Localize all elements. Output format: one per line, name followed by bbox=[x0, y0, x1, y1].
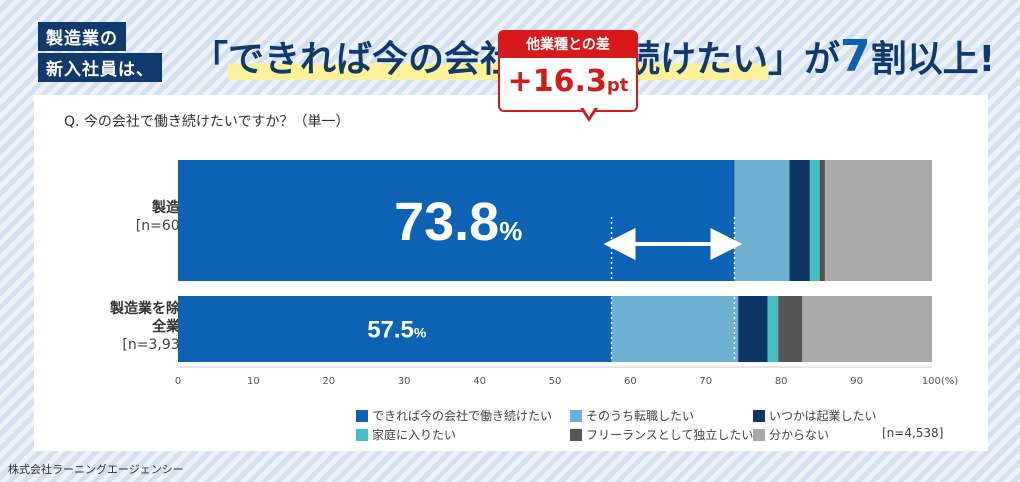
bar-segment-0-0 bbox=[178, 160, 735, 281]
callout-pointer-inner bbox=[583, 107, 595, 117]
x-tick-label-5: 50 bbox=[548, 376, 562, 387]
category-name-line1: 製造業を除く bbox=[110, 301, 194, 317]
headline-open: 「 bbox=[192, 39, 229, 80]
difference-callout: 他業種との差 +16.3pt bbox=[498, 30, 638, 112]
x-tick-label-10: 100(%) bbox=[921, 376, 959, 387]
bar-segment-0-3 bbox=[809, 160, 820, 281]
x-tick-label-3: 30 bbox=[397, 376, 411, 387]
x-tick-label-6: 60 bbox=[624, 376, 637, 387]
callout-number: +16.3 bbox=[507, 64, 607, 99]
legend-swatch bbox=[753, 428, 765, 441]
legend-swatch bbox=[753, 409, 765, 422]
data-label-0: 73.8% bbox=[394, 192, 522, 252]
bar-segment-1-5 bbox=[802, 296, 932, 362]
legend-swatch bbox=[570, 428, 582, 441]
legend-swatch bbox=[356, 428, 368, 441]
source-credit: 株式会社ラーニングエージェンシー bbox=[8, 463, 184, 476]
headline-tail: 割以上! bbox=[870, 39, 996, 80]
bar-segment-0-5 bbox=[824, 160, 932, 281]
x-tick-label-1: 10 bbox=[247, 376, 260, 387]
legend-swatch bbox=[356, 409, 368, 422]
legend-label: いつかは起業したい bbox=[769, 409, 877, 423]
bar-segment-1-0 bbox=[178, 296, 612, 362]
bar-segment-1-3 bbox=[767, 296, 779, 362]
stacked-bar-chart: 73.8% 57.5% bbox=[178, 160, 932, 368]
data-label-1: 57.5% bbox=[367, 317, 427, 344]
callout-unit: pt bbox=[606, 75, 629, 96]
category-n: [n=3,938] bbox=[122, 337, 194, 353]
legend-item-1: そのうち転職したい bbox=[570, 407, 694, 424]
callout-value: +16.3pt bbox=[500, 58, 636, 110]
bar-segment-1-2 bbox=[738, 296, 768, 362]
bar-segment-0-4 bbox=[819, 160, 825, 281]
x-tick-label-8: 80 bbox=[774, 376, 788, 387]
legend-label: 分からない bbox=[769, 428, 830, 442]
legend-label: できれば今の会社で働き続けたい bbox=[372, 409, 553, 423]
callout-title: 他業種との差 bbox=[500, 32, 636, 58]
x-tick-label-9: 90 bbox=[850, 376, 863, 387]
bar-segment-0-1 bbox=[734, 160, 790, 281]
x-tick-label-7: 70 bbox=[699, 376, 713, 387]
legend-swatch bbox=[570, 409, 582, 422]
x-tick-label-2: 20 bbox=[322, 376, 336, 387]
bar-segment-1-4 bbox=[778, 296, 803, 362]
header-tag-line2: 新入社員は、 bbox=[38, 53, 162, 82]
legend-label: フリーランスとして独立したい bbox=[586, 428, 754, 442]
legend-item-0: できれば今の会社で働き続けたい bbox=[356, 407, 552, 424]
legend-item-2: いつかは起業したい bbox=[753, 407, 877, 424]
legend-item-3: 家庭に入りたい bbox=[356, 426, 456, 443]
x-tick-label-0: 0 bbox=[174, 376, 182, 387]
legend-label: そのうち転職したい bbox=[586, 409, 695, 423]
headline-number: 7 bbox=[840, 31, 871, 82]
headline-close: 」が bbox=[768, 39, 841, 80]
chart-title: Q. 今の会社で働き続けたいですか？（単一） bbox=[64, 114, 350, 130]
total-n: [n=4,538] bbox=[882, 426, 944, 440]
chart-panel: Q. 今の会社で働き続けたいですか？（単一） 製造業 [n=600] 製造業を除… bbox=[34, 95, 988, 451]
legend-item-5: 分からない bbox=[753, 426, 829, 443]
legend-item-4: フリーランスとして独立したい bbox=[570, 426, 753, 443]
header-tag-line1: 製造業の bbox=[38, 22, 126, 51]
bar-segment-1-1 bbox=[611, 296, 739, 362]
bar-segment-0-2 bbox=[789, 160, 810, 281]
x-tick-label-4: 40 bbox=[473, 376, 486, 387]
legend-label: 家庭に入りたい bbox=[372, 428, 457, 442]
